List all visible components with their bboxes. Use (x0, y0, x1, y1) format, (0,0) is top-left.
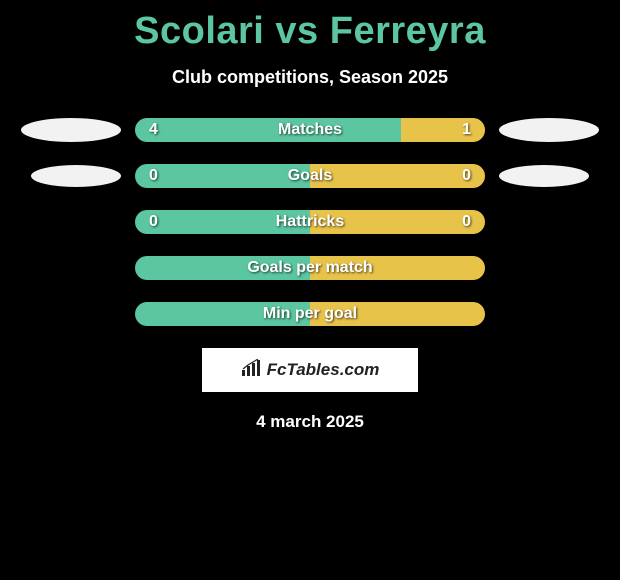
player-left-ellipse (21, 118, 121, 142)
stat-row: 00Goals (0, 164, 620, 188)
bar-segment-right (310, 302, 485, 326)
stat-row: 00Hattricks (0, 210, 620, 234)
stat-row: Goals per match (0, 256, 620, 280)
player-left-ellipse (31, 165, 121, 187)
stat-bar: Min per goal (135, 302, 485, 326)
bar-segment-left (135, 164, 310, 188)
bar-chart-icon (241, 359, 263, 382)
brand-box: FcTables.com (202, 348, 418, 392)
bar-segment-left (135, 118, 401, 142)
left-value: 0 (149, 210, 158, 234)
bar-segment-right (310, 164, 485, 188)
right-value: 0 (462, 164, 471, 188)
bar-segment-left (135, 256, 310, 280)
left-value: 4 (149, 118, 158, 142)
bar-segment-right (310, 210, 485, 234)
page-title: Scolari vs Ferreyra (0, 0, 620, 53)
bar-segment-right (310, 256, 485, 280)
bar-segment-left (135, 302, 310, 326)
left-value: 0 (149, 164, 158, 188)
stat-bar: 00Goals (135, 164, 485, 188)
comparison-chart: 41Matches00Goals00HattricksGoals per mat… (0, 118, 620, 326)
bar-segment-left (135, 210, 310, 234)
right-value: 0 (462, 210, 471, 234)
date-line: 4 march 2025 (0, 412, 620, 432)
player-right-ellipse (499, 165, 589, 187)
stat-row: 41Matches (0, 118, 620, 142)
stat-bar: Goals per match (135, 256, 485, 280)
stat-bar: 00Hattricks (135, 210, 485, 234)
player-right-ellipse (499, 118, 599, 142)
right-value: 1 (462, 118, 471, 142)
stat-row: Min per goal (0, 302, 620, 326)
subtitle: Club competitions, Season 2025 (0, 67, 620, 88)
bar-segment-right (401, 118, 485, 142)
stat-bar: 41Matches (135, 118, 485, 142)
brand-text: FcTables.com (267, 360, 380, 380)
